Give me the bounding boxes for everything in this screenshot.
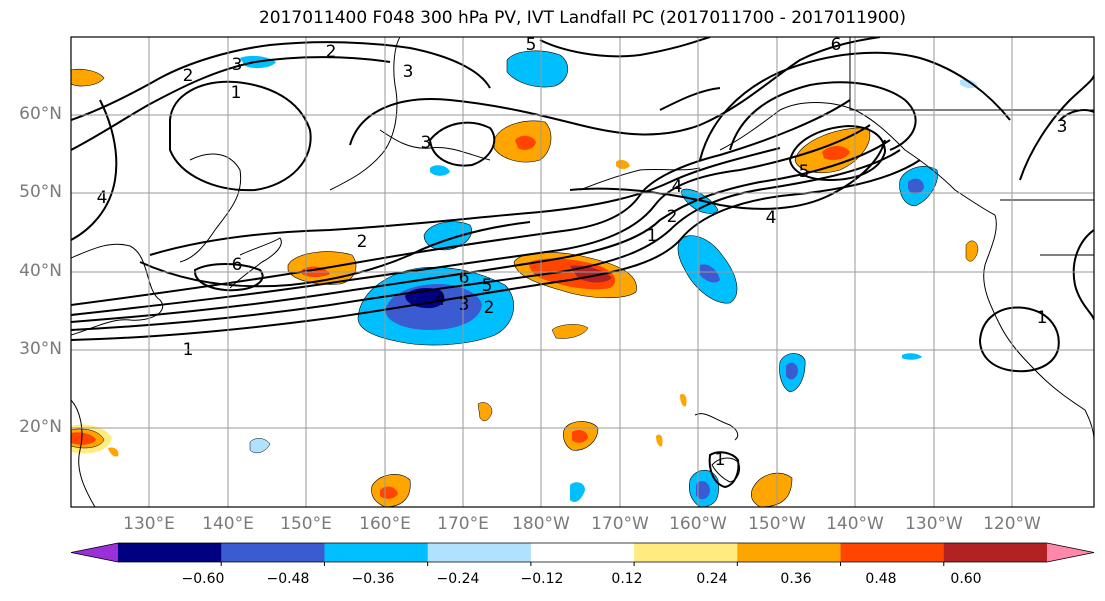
lat-label-30n: 30°N [19, 339, 62, 359]
contour-label: 4 [97, 188, 108, 208]
positive-anomaly-region [750, 472, 793, 507]
negative-anomaly-region [908, 178, 924, 194]
colorbar-tick-label: −0.24 [436, 571, 480, 587]
contour-label: 2 [357, 232, 368, 252]
lon-label-130e: 130°E [123, 514, 175, 534]
positive-anomaly-region [71, 432, 96, 445]
colorbar-tick-label: −0.36 [351, 571, 395, 587]
contour-label: 2 [484, 298, 495, 318]
colorbar-outline [70, 542, 1095, 563]
colorbar-extension-min [71, 543, 118, 562]
positive-anomaly-region [822, 146, 850, 160]
contour-label: 5 [482, 276, 493, 296]
negative-anomaly-region [570, 482, 585, 502]
colorbar-tick-label: 0.12 [611, 571, 643, 587]
coastlines [71, 37, 1094, 507]
negative-anomaly-region [506, 50, 568, 88]
lon-label-180w: 180°W [512, 514, 570, 534]
chart-title: 2017011400 F048 300 hPa PV, IVT Landfall… [258, 8, 906, 28]
contour-label: 4 [672, 177, 683, 197]
lon-label-120w: 120°W [983, 514, 1041, 534]
lon-label-130w: 130°W [905, 514, 963, 534]
positive-anomaly-region [477, 402, 493, 422]
lon-label-170e: 170°E [437, 514, 489, 534]
negative-anomaly-region [960, 79, 978, 89]
colorbar-box [840, 543, 945, 562]
map-frame [70, 36, 1095, 508]
lat-label-20n: 20°N [19, 417, 62, 437]
contour-label: 4 [435, 290, 446, 310]
colorbar-box [221, 543, 325, 562]
contour-label: 2 [667, 207, 678, 227]
lon-label-150e: 150°E [280, 514, 332, 534]
lon-label-170w: 170°W [591, 514, 649, 534]
negative-anomaly-region [696, 480, 710, 500]
contour-label: 1 [231, 83, 242, 103]
positive-anomaly-region [572, 430, 588, 443]
colorbar-box [634, 543, 738, 562]
contour-label: 6 [831, 35, 842, 55]
contour-label: 3 [232, 55, 243, 75]
shading-layer [71, 50, 979, 507]
lat-label-60n: 60°N [19, 104, 62, 124]
colorbar-tick-label: 0.48 [865, 571, 897, 587]
positive-anomaly-region [965, 240, 979, 262]
lon-label-150w: 150°W [748, 514, 806, 534]
lat-label-50n: 50°N [19, 182, 62, 202]
lon-label-140e: 140°E [202, 514, 254, 534]
colorbar-box [737, 543, 842, 562]
lat-label-40n: 40°N [19, 261, 62, 281]
contour-label: 3 [421, 133, 432, 153]
contour-label: 5 [799, 162, 810, 182]
colorbar-tick-label: −0.60 [181, 571, 225, 587]
lon-label-140w: 140°W [826, 514, 884, 534]
contour-label: 2 [183, 66, 194, 86]
positive-anomaly-region [71, 68, 105, 87]
colorbar-box [324, 543, 429, 562]
negative-anomaly-region [786, 362, 798, 380]
contour-label: 2 [326, 42, 337, 62]
contour-label: 1 [715, 450, 726, 470]
colorbar-tick-label: 0.24 [696, 571, 728, 587]
negative-anomaly-region [249, 438, 271, 454]
contour-label: 3 [1057, 117, 1068, 137]
positive-anomaly-region [656, 434, 663, 447]
lon-label-160w: 160°W [669, 514, 727, 534]
positive-anomaly-region [108, 447, 119, 457]
colorbar-tick-label: 0.36 [780, 571, 812, 587]
contour-label: 1 [647, 226, 658, 246]
contour-label: 6 [459, 268, 470, 288]
positive-anomaly-region [680, 394, 687, 407]
positive-anomaly-region [515, 135, 536, 150]
contour-label: 1 [1037, 308, 1048, 328]
contour-label: 6 [232, 255, 243, 275]
colorbar-box [530, 543, 635, 562]
colorbar-extension-max [1047, 543, 1094, 562]
lon-label-160e: 160°E [359, 514, 411, 534]
contour-label: 3 [403, 62, 414, 82]
colorbar-tick-label: 0.60 [950, 571, 982, 587]
positive-anomaly-region [551, 324, 589, 339]
colorbar-box [427, 543, 532, 562]
negative-anomaly-region [430, 165, 450, 176]
colorbar-box [943, 543, 1048, 562]
colorbar-box [118, 543, 222, 562]
pv-contours [71, 37, 1094, 489]
contour-label: 5 [526, 35, 537, 55]
gridlines [71, 37, 1094, 507]
colorbar-tick-label: −0.12 [520, 571, 564, 587]
colorbar [70, 542, 1095, 566]
contour-label: 4 [766, 208, 777, 228]
negative-anomaly-region [902, 353, 922, 360]
negative-anomaly-region [700, 264, 720, 283]
contour-label: 3 [459, 295, 470, 315]
colorbar-tick-label: −0.48 [266, 571, 310, 587]
